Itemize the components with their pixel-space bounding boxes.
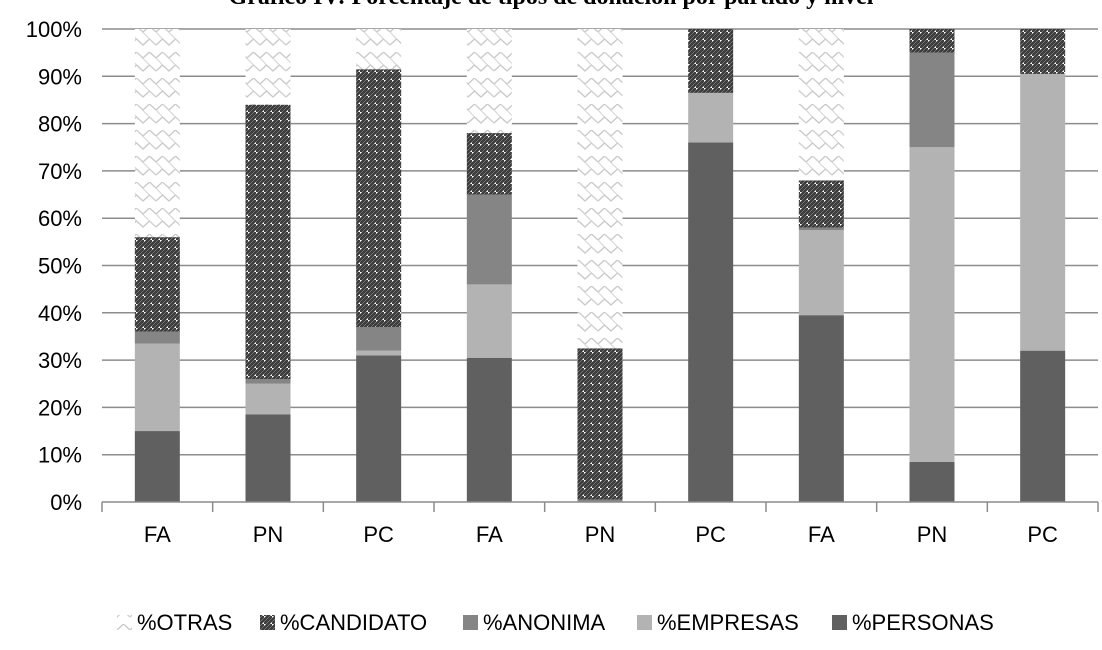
bar-segment [466, 133, 512, 195]
bar-segment [577, 348, 623, 500]
y-tick-label: 100% [26, 17, 82, 42]
bars [134, 29, 1066, 502]
x-axis [101, 501, 1099, 512]
x-tick-label: PC [1027, 522, 1058, 547]
bar-segment [134, 431, 180, 502]
x-axis-ticks: FA PN PC FA PN PC FA PN PC [144, 522, 1058, 547]
bar-segment [466, 357, 512, 502]
bar-segment [798, 227, 844, 231]
legend: %OTRAS %CANDIDATO %ANONIMA %EMPRESAS %PERSON… [117, 610, 994, 635]
legend-swatch [637, 615, 652, 630]
bar-segment [466, 29, 512, 134]
bar-segment [356, 69, 402, 327]
bar-segment [909, 29, 955, 53]
bar-segment [577, 499, 623, 502]
y-tick-label: 70% [38, 159, 82, 184]
x-tick-label: FA [476, 522, 503, 547]
legend-label: %EMPRESAS [657, 610, 799, 635]
y-tick-label: 40% [38, 301, 82, 326]
bar-segment [909, 147, 955, 462]
x-tick-label: PC [363, 522, 394, 547]
bar-segment [356, 29, 402, 70]
y-axis-ticks: 0% 10% 20% 30% 40% 50% 60% 70% 80% 90% 100% [26, 17, 82, 515]
x-tick-label: FA [144, 522, 171, 547]
legend-item: %EMPRESAS [637, 610, 799, 635]
bar-segment [577, 29, 623, 349]
y-tick-label: 50% [38, 254, 82, 279]
legend-item: %OTRAS [117, 610, 232, 635]
legend-label: %ANONIMA [483, 610, 606, 635]
x-tick-label: PN [585, 522, 616, 547]
chart-title: Gráfico IV: Porcentaje de tipos de donac… [229, 0, 874, 10]
bar-segment [909, 461, 955, 502]
legend-item: %CANDIDATO [260, 610, 427, 635]
bar-segment [1020, 350, 1066, 502]
legend-swatch [260, 615, 275, 630]
bar-segment [134, 237, 180, 332]
bar-segment [798, 230, 844, 316]
bar-segment [688, 92, 734, 143]
y-tick-label: 0% [50, 490, 82, 515]
legend-label: %PERSONAS [852, 610, 994, 635]
bar-segment [798, 180, 844, 228]
y-tick-label: 20% [38, 395, 82, 420]
legend-swatch [117, 615, 132, 630]
y-tick-label: 10% [38, 443, 82, 468]
bar-segment [688, 29, 734, 93]
y-tick-label: 30% [38, 348, 82, 373]
bar-segment [356, 350, 402, 356]
bar-segment [245, 414, 291, 502]
bar-segment [245, 379, 291, 384]
bar-segment [356, 355, 402, 502]
bar-segment [134, 343, 180, 432]
bar-segment [245, 383, 291, 415]
legend-label: %OTRAS [137, 610, 232, 635]
y-tick-label: 90% [38, 64, 82, 89]
bar-segment [1020, 73, 1066, 351]
bar-segment [688, 142, 734, 502]
x-tick-label: PN [253, 522, 284, 547]
bar-segment [134, 29, 180, 238]
bar-segment [245, 29, 291, 105]
bar-segment [466, 284, 512, 358]
legend-item: %ANONIMA [463, 610, 606, 635]
legend-item: %PERSONAS [832, 610, 994, 635]
bar-segment [134, 331, 180, 344]
bar-segment [245, 104, 291, 380]
legend-swatch [832, 615, 847, 630]
bar-segment [909, 52, 955, 148]
legend-label: %CANDIDATO [280, 610, 427, 635]
x-tick-label: PC [695, 522, 726, 547]
bar-segment [798, 315, 844, 502]
y-tick-label: 60% [38, 206, 82, 231]
bar-segment [1020, 29, 1066, 74]
y-tick-label: 80% [38, 112, 82, 137]
x-tick-label: PN [917, 522, 948, 547]
bar-segment [798, 29, 844, 181]
bar-segment [466, 194, 512, 285]
x-tick-label: FA [808, 522, 835, 547]
bar-segment [356, 326, 402, 351]
legend-swatch [463, 615, 478, 630]
